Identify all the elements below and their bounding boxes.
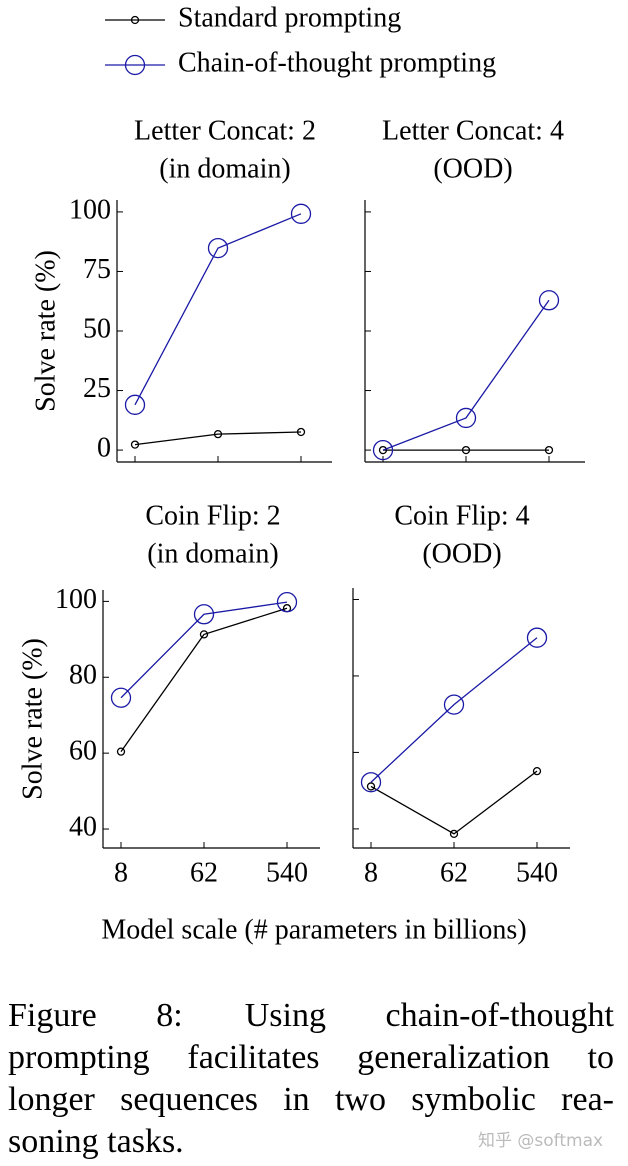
chart-title: Coin Flip: 4 [394,500,529,531]
caption-label: Figure 8: [8,997,183,1034]
x-tick-label: 62 [190,857,218,888]
series-line [370,637,538,783]
caption: Figure 8: Using chain-of-thought promptin… [8,995,614,1163]
point-marker [461,445,471,455]
chart-title: (OOD) [422,538,501,569]
point-marker [449,829,459,839]
y-tick-label: 75 [83,254,111,285]
point-marker [290,203,312,224]
y-tick-label: 80 [69,660,97,691]
y-tick-label: 100 [55,584,97,615]
chart-title: (OOD) [433,153,512,184]
figure: Model scale (# parameters in billions) S… [17,2,585,945]
legend-marker [130,15,140,25]
series-line [382,299,550,451]
y-axis-label: Solve rate (%) [30,250,61,412]
point-marker [360,772,382,793]
chart-title: (in domain) [147,538,278,569]
legend-label: Chain-of-thought prompting [178,47,496,78]
series-line [120,607,288,753]
point-marker [366,782,376,791]
point-marker [276,591,298,613]
x-tick-label: 62 [440,857,468,888]
point-marker [110,687,132,708]
y-tick-label: 40 [69,811,97,842]
chart-title: Coin Flip: 2 [145,500,280,531]
point-marker [532,766,542,776]
point-marker [443,694,465,715]
point-marker [124,394,146,415]
point-marker [130,440,140,449]
y-tick-label: 60 [69,736,97,767]
series-line [120,601,288,699]
series-line [134,213,302,406]
point-marker [526,627,548,648]
x-tick-label: 540 [266,857,308,888]
series-line [370,770,538,835]
x-tick-label: 540 [516,857,558,888]
point-marker [538,290,560,311]
y-tick-label: 0 [97,433,111,464]
point-marker [193,604,215,625]
caption-text: Using chain-of-thought prompting facilit… [8,997,614,1160]
point-marker [116,747,126,756]
y-tick-label: 25 [83,373,111,404]
chart-title: Letter Concat: 4 [382,115,564,146]
watermark: 知乎 @softmax [478,1131,604,1151]
chart-title: Letter Concat: 2 [134,115,316,146]
point-marker [378,445,388,455]
legend-marker [124,54,146,76]
chart-title: (in domain) [159,153,290,184]
point-marker [207,237,229,259]
x-tick-label: 8 [114,857,128,888]
point-marker [213,429,223,439]
point-marker [296,427,306,437]
series-line [134,431,302,446]
y-tick-label: 50 [83,313,111,344]
legend-label: Standard prompting [178,2,401,33]
point-marker [372,439,394,461]
point-marker [544,445,554,455]
point-marker [199,630,209,639]
x-axis-label: Model scale (# parameters in billions) [101,914,526,945]
y-axis-label: Solve rate (%) [17,638,48,800]
point-marker [455,407,477,429]
x-tick-label: 8 [364,857,378,888]
y-tick-label: 100 [69,194,111,225]
